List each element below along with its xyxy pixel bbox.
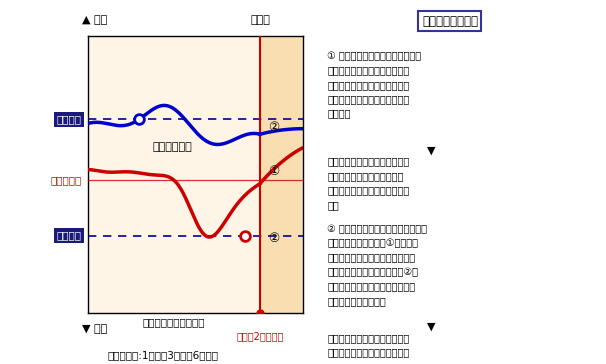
Text: 下限相場: 下限相場 <box>57 230 82 241</box>
Text: 満期日2営業日前: 満期日2営業日前 <box>236 331 284 341</box>
Text: お預け入れ時のみずほ銀行の通
常の外貨定期預金と比べて低金
利（約定利率）が適用されます。: お預け入れ時のみずほ銀行の通 常の外貨定期預金と比べて低金 利（約定利率）が適用… <box>327 333 415 364</box>
Text: ①: ① <box>268 166 280 178</box>
Text: ②: ② <box>268 120 280 134</box>
Text: 実勢為替相場: 実勢為替相場 <box>153 142 192 152</box>
Text: ① 特約履行条件判定期間中の実勢
為替相場が、常にあらかじめ設
定した上限相場より円高かつ下
限相場より円安の範囲で推移し
た場合。: ① 特約履行条件判定期間中の実勢 為替相場が、常にあらかじめ設 定した上限相場よ… <box>327 51 421 119</box>
Text: 特定履行条件判定期間: 特定履行条件判定期間 <box>142 317 205 327</box>
Text: ▼: ▼ <box>427 146 435 155</box>
Text: ②: ② <box>268 232 280 245</box>
Text: 金利に関する特約: 金利に関する特約 <box>422 15 478 28</box>
Text: お預け入れ時のみずほ銀行の通
常の外貨定期預金と比べて好
金利（特約利率）が適用されま
す。: お預け入れ時のみずほ銀行の通 常の外貨定期預金と比べて好 金利（特約利率）が適用… <box>327 157 410 210</box>
Bar <box>260 36 303 313</box>
Text: ▲ 円安: ▲ 円安 <box>82 16 107 25</box>
Text: ＜預入期間:1ヵ月、3ヵ月、6ヵ月＞: ＜預入期間:1ヵ月、3ヵ月、6ヵ月＞ <box>108 351 219 360</box>
Text: ② 特約履行条件判定期間中の実勢為
替相場が、一度でも、①あらかじ
め設定した上限相場と同一もしく
は上限相場より円安、または②下
限相場と同一もしくは下限相場: ② 特約履行条件判定期間中の実勢為 替相場が、一度でも、①あらかじ め設定した上… <box>327 224 427 306</box>
Text: 満期日: 満期日 <box>250 16 270 25</box>
Text: 預入時相場: 預入時相場 <box>50 175 82 185</box>
Text: 上限相場: 上限相場 <box>57 114 82 124</box>
Text: ▼: ▼ <box>427 322 435 332</box>
Text: ▼ 円高: ▼ 円高 <box>82 324 107 334</box>
